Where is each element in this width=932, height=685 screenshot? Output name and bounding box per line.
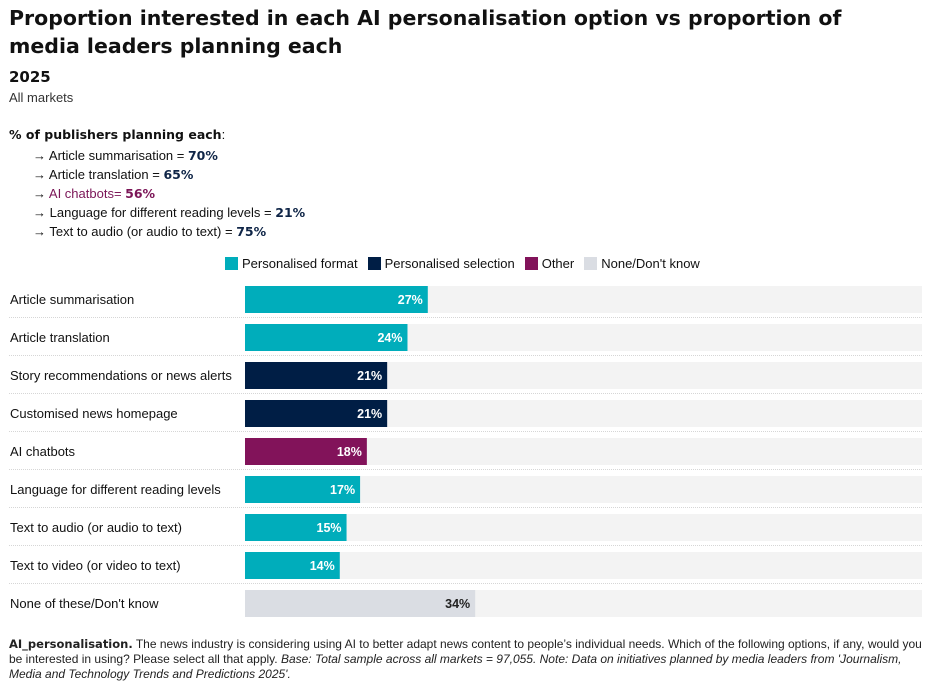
planning-item: → Text to audio (or audio to text) = 75% bbox=[33, 222, 305, 241]
bar bbox=[245, 362, 388, 389]
bar bbox=[245, 514, 347, 541]
bar-value-label: 27% bbox=[398, 293, 423, 307]
category-label: Story recommendations or news alerts bbox=[10, 368, 232, 383]
category-label: Article translation bbox=[10, 330, 110, 345]
category-label: None of these/Don't know bbox=[10, 596, 159, 611]
planning-heading: % of publishers planning each: bbox=[9, 127, 225, 142]
bar-track bbox=[245, 552, 922, 579]
legend-item: Personalised format bbox=[225, 256, 358, 271]
planning-item-label: Article translation = bbox=[48, 167, 164, 182]
planning-item-value: 70% bbox=[187, 148, 218, 163]
bar-value-label: 34% bbox=[445, 597, 470, 611]
planning-item: → Language for different reading levels … bbox=[33, 203, 305, 222]
planning-item-value: 21% bbox=[275, 205, 306, 220]
arrow-icon: → bbox=[33, 148, 49, 163]
bar-value-label: 17% bbox=[330, 483, 355, 497]
bar-value-label: 21% bbox=[357, 407, 382, 421]
bar bbox=[245, 590, 476, 617]
legend-item: None/Don't know bbox=[584, 256, 700, 271]
legend-swatch bbox=[524, 257, 538, 270]
planning-list: → Article summarisation = 70% → Article t… bbox=[33, 146, 305, 241]
chart-title: Proportion interested in each AI persona… bbox=[9, 6, 842, 58]
legend-swatch bbox=[225, 257, 238, 270]
chart-year: 2025 bbox=[9, 68, 51, 86]
category-label: AI chatbots bbox=[10, 444, 76, 459]
legend-label: Personalised selection bbox=[384, 256, 515, 271]
bar-value-label: 21% bbox=[357, 369, 382, 383]
legend-item: Other bbox=[524, 256, 575, 271]
planning-heading-text: % of publishers planning each bbox=[9, 127, 222, 142]
planning-item-value: 65% bbox=[163, 167, 194, 182]
planning-item-value: 75% bbox=[236, 224, 267, 239]
bar-value-label: 15% bbox=[317, 521, 342, 535]
planning-item-label: AI chatbots= bbox=[48, 186, 126, 201]
footnote-question-id: AI_personalisation. bbox=[9, 637, 133, 651]
planning-item: → AI chatbots= 56% bbox=[33, 184, 305, 203]
bar bbox=[245, 552, 340, 579]
arrow-icon: → bbox=[33, 167, 49, 182]
bar bbox=[245, 476, 361, 503]
bar-value-label: 18% bbox=[337, 445, 362, 459]
planning-item-value: 56% bbox=[125, 186, 156, 201]
planning-heading-colon: : bbox=[221, 127, 226, 142]
planning-item-label: Text to audio (or audio to text) = bbox=[49, 224, 237, 239]
bar bbox=[245, 400, 388, 427]
category-label: Article summarisation bbox=[10, 292, 134, 307]
category-label: Customised news homepage bbox=[10, 406, 178, 421]
bar-value-label: 24% bbox=[377, 331, 402, 345]
planning-item: → Article summarisation = 70% bbox=[33, 146, 305, 165]
category-label: Language for different reading levels bbox=[10, 482, 221, 497]
category-label: Text to video (or video to text) bbox=[10, 558, 181, 573]
arrow-icon: → bbox=[33, 224, 50, 239]
category-label: Text to audio (or audio to text) bbox=[10, 520, 182, 535]
bar-chart: Article summarisation 27% Article translat… bbox=[9, 286, 922, 617]
legend-item: Personalised selection bbox=[367, 256, 515, 271]
legend-label: Personalised format bbox=[242, 256, 358, 271]
legend-label: None/Don't know bbox=[601, 256, 700, 271]
bar bbox=[245, 324, 408, 351]
chart-subtitle: All markets bbox=[9, 90, 74, 105]
bar-value-label: 14% bbox=[310, 559, 335, 573]
bar bbox=[245, 438, 367, 465]
footnote-base-note: Base: Total sample across all markets = … bbox=[9, 652, 902, 681]
planning-item-label: Article summarisation = bbox=[48, 148, 188, 163]
bar-track bbox=[245, 514, 922, 541]
planning-item-label: Language for different reading levels = bbox=[49, 205, 276, 220]
legend-swatch bbox=[584, 257, 598, 270]
legend-label: Other bbox=[541, 256, 575, 271]
arrow-icon: → bbox=[33, 205, 50, 220]
chart-legend: Personalised format Personalised selectio… bbox=[225, 256, 700, 271]
footnote-question-text: The news industry is considering using A… bbox=[9, 637, 922, 666]
arrow-icon: → bbox=[33, 186, 49, 201]
chart-footnote: AI_personalisation. The news industry is… bbox=[9, 637, 924, 682]
legend-swatch bbox=[367, 257, 381, 270]
bar bbox=[245, 286, 428, 313]
planning-item: → Article translation = 65% bbox=[33, 165, 305, 184]
